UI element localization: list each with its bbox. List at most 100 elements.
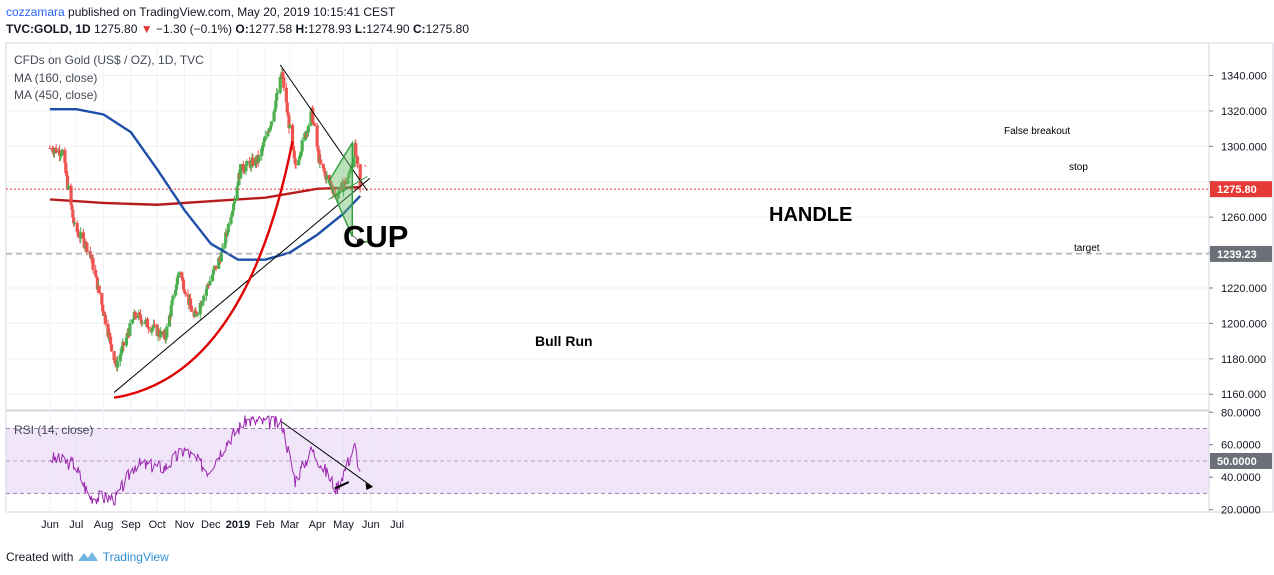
time-tick-label: Mar <box>280 519 299 531</box>
candle-body <box>88 251 92 256</box>
candle-body <box>285 102 289 113</box>
candle-body <box>287 115 291 129</box>
candle-body <box>261 146 265 149</box>
candle-body <box>329 184 333 186</box>
open-label: O: <box>235 22 249 36</box>
price-tick-label: 1300.000 <box>1221 141 1267 153</box>
candle-body <box>336 193 340 198</box>
candle-body <box>54 147 58 153</box>
candle-body <box>71 209 75 218</box>
candle-body <box>119 352 123 355</box>
symbol-label: TVC:GOLD, 1D <box>6 22 91 36</box>
candle-body <box>290 124 295 146</box>
time-tick-label: Nov <box>175 519 195 531</box>
time-tick-label: Jun <box>41 519 59 531</box>
candle-body <box>231 210 235 214</box>
rsi-legend[interactable]: RSI (14, close) <box>14 423 94 437</box>
level-tag-bg <box>1210 245 1272 262</box>
candle-body <box>138 312 142 315</box>
candle-body <box>328 180 332 185</box>
candle-body <box>77 233 81 238</box>
candle-body <box>348 171 353 173</box>
price-pane <box>5 42 1210 411</box>
candle-body <box>333 193 338 196</box>
low-label: L: <box>354 22 367 36</box>
candle-body <box>138 314 143 320</box>
candle-body <box>151 328 155 330</box>
price-tick-label: 1160.000 <box>1221 389 1266 401</box>
bull-run-curve <box>113 140 294 399</box>
candle-body <box>181 277 185 280</box>
bull-run-label: Bull Run <box>535 333 593 349</box>
candle-body <box>348 171 352 174</box>
candle-body <box>180 272 184 278</box>
candle-body <box>229 217 233 224</box>
time-tick-label: Jun <box>362 519 380 531</box>
candle-body <box>244 165 248 172</box>
candle-body <box>275 93 279 101</box>
ma160-legend[interactable]: MA (160, close) <box>14 71 98 85</box>
candle-body <box>239 164 243 179</box>
candle-body <box>211 269 216 275</box>
candle-body <box>275 92 280 94</box>
candle-body <box>146 326 150 329</box>
tradingview-link[interactable]: TradingView <box>102 550 169 564</box>
ma450-line <box>49 185 361 206</box>
candle-body <box>205 284 209 290</box>
candle-body <box>288 124 292 129</box>
candle-body <box>200 302 204 306</box>
time-tick-label: Jul <box>69 519 83 531</box>
candle-body <box>159 331 163 338</box>
candle-body <box>65 172 69 176</box>
candle-body <box>196 314 200 316</box>
instrument-legend[interactable]: CFDs on Gold (US$ / OZ), 1D, TVC <box>14 53 204 67</box>
candle-body <box>130 319 135 324</box>
rsi-tick-label: 80.0000 <box>1221 407 1261 419</box>
candle-body <box>243 171 247 173</box>
candle-body <box>300 140 304 152</box>
candle-body <box>317 149 321 163</box>
last-price-tag-bg <box>1210 181 1272 198</box>
candle-body <box>343 180 347 185</box>
candle-body <box>175 277 179 285</box>
candle-body <box>261 142 266 147</box>
candle-body <box>247 161 252 163</box>
candle-body <box>189 306 194 312</box>
candle-body <box>325 175 329 180</box>
candle-body <box>165 326 169 338</box>
candle-body <box>298 155 303 158</box>
candle-body <box>52 150 56 154</box>
candle-body <box>131 318 136 320</box>
candle-body <box>315 125 319 147</box>
candle-body <box>214 265 218 269</box>
candle-body <box>323 171 327 174</box>
candle-body <box>91 258 95 270</box>
candle-body <box>100 293 104 305</box>
candle-body <box>59 154 63 156</box>
down-arrow-icon: ▼ <box>140 22 153 36</box>
candle-body <box>183 292 187 295</box>
candle-body <box>241 164 245 171</box>
cup-label: CUP <box>343 219 408 254</box>
candle-body <box>354 143 358 156</box>
candle-body <box>232 199 237 204</box>
candle-body <box>120 346 124 353</box>
candle-body <box>269 121 274 127</box>
ma450-legend[interactable]: MA (450, close) <box>14 88 98 102</box>
candle-body <box>174 284 179 290</box>
candle-body <box>64 162 68 173</box>
candle-body <box>174 289 178 296</box>
candle-body <box>126 332 130 334</box>
low-value: 1274.90 <box>366 22 410 36</box>
publish-line: cozzamara published on TradingView.com, … <box>6 5 395 19</box>
ohlc-line: TVC:GOLD, 1D 1275.80 ▼ −1.30 (−0.1%) O:1… <box>6 22 469 36</box>
candle-body <box>112 351 116 361</box>
rsi-tick-label: 60.0000 <box>1221 440 1261 452</box>
candle-body <box>319 159 323 164</box>
candle-body <box>291 145 295 151</box>
candle-body <box>167 315 172 327</box>
candle-body <box>230 213 234 218</box>
time-tick-label: Dec <box>201 519 221 531</box>
author-link[interactable]: cozzamara <box>6 5 65 19</box>
